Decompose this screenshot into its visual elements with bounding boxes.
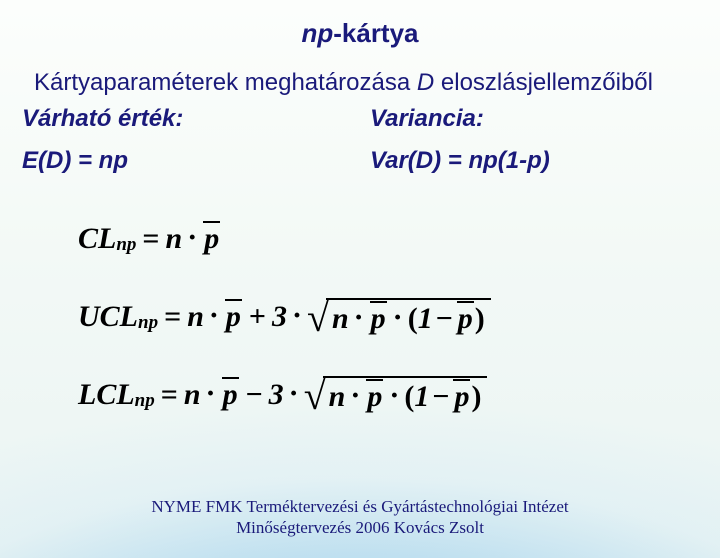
expected-value: E(D) = np xyxy=(0,147,370,175)
footer-line2: Minőségtervezés 2006 Kovács Zsolt xyxy=(0,517,720,538)
radicand: n · p · (1−p) xyxy=(326,298,491,336)
labels-row-1: Várható érték: Variancia: xyxy=(0,105,720,133)
eq: = xyxy=(164,300,181,334)
n: n xyxy=(184,378,201,412)
slide-title: np-kártya xyxy=(0,18,720,49)
formula-ucl: UCLnp = n · p + 3 · √ n · p · (1−p) xyxy=(78,295,720,339)
one: 1 xyxy=(418,302,433,336)
cl-sub: np xyxy=(116,234,136,256)
lcl-lhs: LCL xyxy=(78,378,135,412)
pbar: p xyxy=(202,222,221,256)
three: 3 xyxy=(272,300,287,334)
slide-footer: NYME FMK Terméktervezési és Gyártástechn… xyxy=(0,496,720,539)
cl-lhs: CL xyxy=(78,222,116,256)
rparen: ) xyxy=(475,302,485,336)
variance-label: Variancia: xyxy=(370,105,484,133)
pbar: p xyxy=(221,378,240,412)
minus: − xyxy=(432,380,449,414)
dot: · xyxy=(206,377,216,411)
variance-value: Var(D) = np(1-p) xyxy=(370,147,550,175)
slide-subtitle: Kártyaparaméterek meghatározása D eloszl… xyxy=(34,69,720,97)
eq: = xyxy=(142,222,159,256)
sqrt-lcl: √ n · p · (1−p) xyxy=(304,376,488,414)
radical-icon: √ xyxy=(307,303,329,333)
formulas-block: CLnp = n · p UCLnp = n · p + 3 · √ n · p… xyxy=(78,217,720,417)
n: n xyxy=(332,302,349,336)
formula-lcl: LCLnp = n · p − 3 · √ n · p · (1−p) xyxy=(78,373,720,417)
title-np: np xyxy=(301,18,333,48)
ucl-sub: np xyxy=(138,312,158,334)
one: 1 xyxy=(414,380,429,414)
dot: · xyxy=(389,379,399,413)
dot: · xyxy=(289,377,299,411)
dot: · xyxy=(354,301,364,335)
subtitle-d: D xyxy=(417,69,434,96)
lparen: ( xyxy=(408,302,418,336)
n: n xyxy=(329,380,346,414)
rparen: ) xyxy=(471,380,481,414)
dot: · xyxy=(393,301,403,335)
radicand: n · p · (1−p) xyxy=(323,376,488,414)
subtitle-post: eloszlásjellemzőiből xyxy=(434,69,653,96)
dot: · xyxy=(187,221,197,255)
n: n xyxy=(166,222,183,256)
dot: · xyxy=(350,379,360,413)
radical-icon: √ xyxy=(304,381,326,411)
labels-row-2: E(D) = np Var(D) = np(1-p) xyxy=(0,147,720,175)
lcl-sub: np xyxy=(135,390,155,412)
expected-label: Várható érték: xyxy=(0,105,370,133)
pbar: p xyxy=(456,302,475,336)
subtitle-pre: Kártyaparaméterek meghatározása xyxy=(34,69,417,96)
plus: + xyxy=(249,300,266,334)
dot: · xyxy=(292,299,302,333)
pbar: p xyxy=(369,302,388,336)
lparen: ( xyxy=(404,380,414,414)
pbar: p xyxy=(224,300,243,334)
ucl-lhs: UCL xyxy=(78,300,138,334)
pbar: p xyxy=(452,380,471,414)
minus: − xyxy=(436,302,453,336)
minus: − xyxy=(246,378,263,412)
pbar: p xyxy=(365,380,384,414)
dot: · xyxy=(209,299,219,333)
n: n xyxy=(187,300,204,334)
footer-line1: NYME FMK Terméktervezési és Gyártástechn… xyxy=(0,496,720,517)
title-suffix: -kártya xyxy=(333,18,418,48)
formula-cl: CLnp = n · p xyxy=(78,217,720,261)
eq: = xyxy=(161,378,178,412)
sqrt-ucl: √ n · p · (1−p) xyxy=(307,298,491,336)
three: 3 xyxy=(269,378,284,412)
